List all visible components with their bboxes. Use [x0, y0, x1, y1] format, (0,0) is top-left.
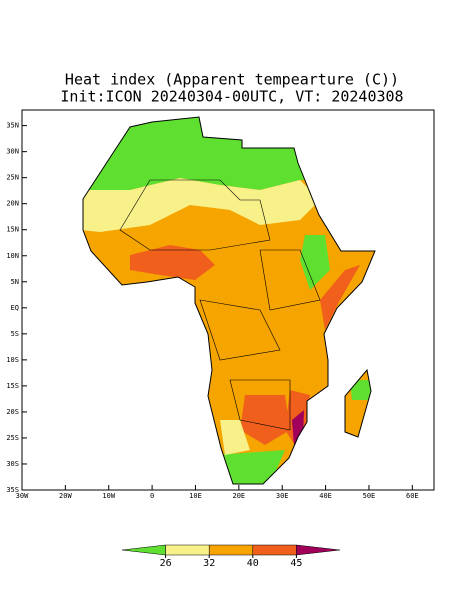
- x-tick-label: 20W: [59, 492, 72, 500]
- y-tick-label: 20S: [6, 408, 19, 416]
- y-tick-label: 35S: [6, 486, 19, 494]
- title-line1: Heat index (Apparent tempearture (C)): [65, 71, 399, 89]
- colorbar-label: 45: [290, 558, 302, 569]
- colorbar-segment: [296, 544, 341, 556]
- y-tick-label: 5N: [11, 278, 19, 286]
- colorbar-segment: [208, 544, 254, 556]
- title-line2: Init:ICON 20240304-00UTC, VT: 20240308: [60, 88, 403, 106]
- y-tick-label: 5S: [11, 330, 19, 338]
- y-tick-label: 15N: [6, 226, 19, 234]
- colorbar-label: 32: [203, 558, 215, 569]
- y-tick-label: 35N: [6, 122, 19, 130]
- y-tick-label: EQ: [11, 304, 19, 312]
- y-tick-label: 25S: [6, 434, 19, 442]
- x-tick-label: 40E: [319, 492, 332, 500]
- x-tick-label: 30E: [276, 492, 289, 500]
- y-tick-label: 30N: [6, 148, 19, 156]
- colorbar-label: 40: [247, 558, 259, 569]
- x-tick-label: 60E: [406, 492, 419, 500]
- colorbar-segment: [121, 544, 166, 556]
- y-tick-label: 20N: [6, 200, 19, 208]
- y-tick-label: 30S: [6, 460, 19, 468]
- colorbar-segment: [252, 544, 297, 556]
- y-tick-label: 10S: [6, 356, 19, 364]
- heat-field: [83, 117, 375, 484]
- x-tick-label: 0: [150, 492, 154, 500]
- x-tick-label: 10W: [102, 492, 115, 500]
- x-tick-label: 10E: [189, 492, 202, 500]
- map-frame: [21, 109, 435, 491]
- y-tick-label: 10N: [6, 252, 19, 260]
- borders: [119, 179, 321, 431]
- colorbar-label: 26: [160, 558, 172, 569]
- y-tick-label: 15S: [6, 382, 19, 390]
- x-tick-label: 50E: [363, 492, 376, 500]
- y-tick-label: 25N: [6, 174, 19, 182]
- x-tick-label: 30W: [16, 492, 29, 500]
- colorbar-segment: [165, 544, 210, 556]
- x-tick-label: 20E: [233, 492, 246, 500]
